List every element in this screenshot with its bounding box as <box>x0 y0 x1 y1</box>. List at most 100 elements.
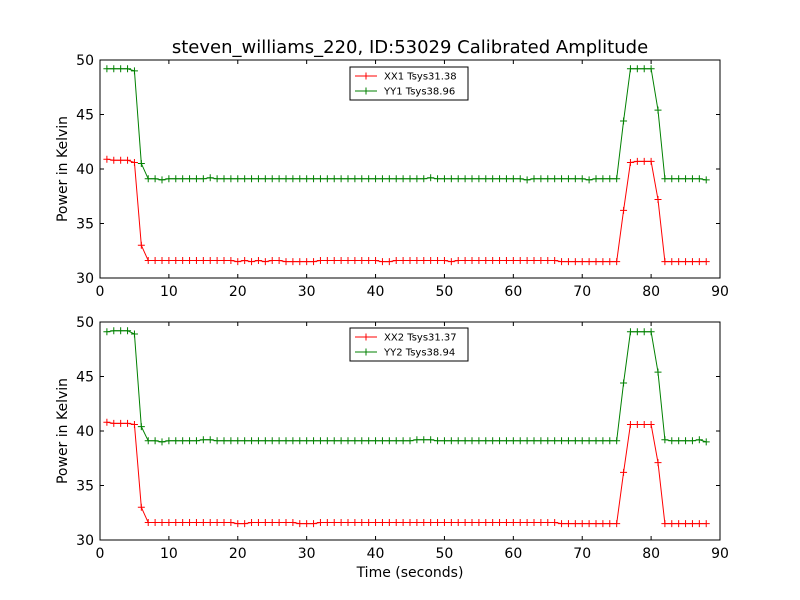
data-point <box>130 67 138 75</box>
data-point <box>213 437 221 445</box>
data-point <box>137 241 145 249</box>
data-point <box>275 519 283 527</box>
data-point <box>702 438 710 446</box>
data-point <box>661 520 669 528</box>
data-point <box>151 175 159 183</box>
data-point <box>454 437 462 445</box>
data-point <box>296 520 304 528</box>
data-point <box>592 258 600 266</box>
data-point <box>365 519 373 527</box>
data-point <box>358 437 366 445</box>
data-point <box>620 206 628 214</box>
data-point <box>227 175 235 183</box>
data-point <box>695 520 703 528</box>
data-point <box>633 328 641 336</box>
data-point <box>482 257 490 265</box>
data-point <box>530 519 538 527</box>
data-point <box>351 437 359 445</box>
data-point <box>358 175 366 183</box>
legend-entry: YY2 Tsys38.94 <box>355 348 455 359</box>
data-point <box>241 520 249 528</box>
data-point <box>172 519 180 527</box>
data-point <box>606 175 614 183</box>
data-point <box>592 437 600 445</box>
data-point <box>365 257 373 265</box>
y-tick-label: 45 <box>76 108 94 124</box>
data-point <box>124 65 132 73</box>
data-point <box>578 437 586 445</box>
data-point <box>502 175 510 183</box>
data-point <box>124 419 132 427</box>
data-point <box>523 257 531 265</box>
data-point <box>502 519 510 527</box>
data-point <box>496 175 504 183</box>
data-point <box>702 176 710 184</box>
data-point <box>351 175 359 183</box>
series-line <box>106 158 707 263</box>
data-point <box>585 258 593 266</box>
data-point <box>296 175 304 183</box>
data-point <box>310 175 318 183</box>
data-point <box>165 519 173 527</box>
data-point <box>234 437 242 445</box>
data-point <box>337 437 345 445</box>
data-point <box>544 175 552 183</box>
data-point <box>523 176 531 184</box>
data-point <box>688 258 696 266</box>
legend-label: XX2 Tsys31.37 <box>384 333 457 344</box>
x-tick-label: 90 <box>711 284 729 300</box>
x-tick-label: 30 <box>298 284 316 300</box>
data-point <box>558 175 566 183</box>
bottom-plot-panel: 0 10 20 30 40 50 60 70 80 90 30 35 40 45 50 Power in Ke… <box>55 315 729 562</box>
data-point <box>571 437 579 445</box>
data-point <box>516 437 524 445</box>
x-tick-label: 40 <box>367 546 385 562</box>
data-point <box>261 437 269 445</box>
legend-marker <box>362 87 370 95</box>
data-point <box>117 156 125 164</box>
data-point <box>647 65 655 73</box>
data-point <box>378 175 386 183</box>
data-point <box>289 519 297 527</box>
data-point <box>427 257 435 265</box>
x-tick-label: 20 <box>229 546 247 562</box>
data-point <box>647 420 655 428</box>
data-point <box>103 65 111 73</box>
data-point <box>137 423 145 431</box>
data-point <box>351 257 359 265</box>
legend: XX1 Tsys31.38 YY1 Tsys38.96 <box>349 66 469 101</box>
data-point <box>523 519 531 527</box>
data-point <box>344 519 352 527</box>
legend: XX2 Tsys31.37 YY2 Tsys38.94 <box>349 327 469 362</box>
data-point <box>179 519 187 527</box>
data-point <box>606 520 614 528</box>
series-2-2 <box>103 327 710 446</box>
data-point <box>613 175 621 183</box>
data-point <box>461 519 469 527</box>
data-point <box>234 175 242 183</box>
legend-label: YY1 Tsys38.96 <box>383 87 455 98</box>
data-point <box>254 519 262 527</box>
y-axis-label: Power in Kelvin <box>55 116 71 222</box>
data-point <box>199 519 207 527</box>
data-point <box>275 257 283 265</box>
data-point <box>137 503 145 511</box>
data-point <box>496 257 504 265</box>
data-point <box>454 257 462 265</box>
data-point <box>103 328 111 336</box>
data-point <box>248 519 256 527</box>
data-point <box>585 176 593 184</box>
data-point <box>330 175 338 183</box>
data-point <box>254 175 262 183</box>
data-point <box>282 175 290 183</box>
data-point <box>447 437 455 445</box>
data-point <box>578 258 586 266</box>
data-point <box>268 519 276 527</box>
data-point <box>475 519 483 527</box>
data-point <box>613 437 621 445</box>
data-point <box>695 258 703 266</box>
legend-entry: YY1 Tsys38.96 <box>355 87 455 98</box>
data-point <box>378 437 386 445</box>
data-point <box>551 257 559 265</box>
data-point <box>385 175 393 183</box>
